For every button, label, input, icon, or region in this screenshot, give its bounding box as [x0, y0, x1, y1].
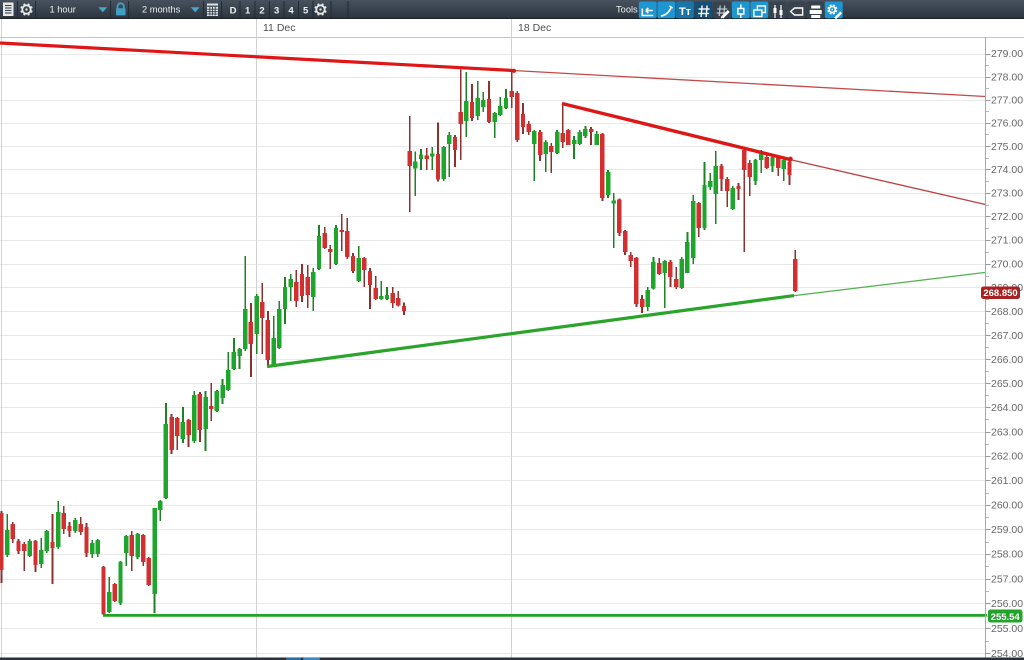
- svg-text:267.00: 267.00: [991, 330, 1023, 342]
- svg-text:278.00: 278.00: [991, 71, 1023, 83]
- svg-text:11 Dec: 11 Dec: [263, 22, 296, 34]
- svg-text:2: 2: [259, 6, 264, 17]
- svg-text:275.00: 275.00: [991, 141, 1023, 153]
- svg-text:Tools: Tools: [616, 5, 638, 15]
- svg-text:3: 3: [274, 6, 279, 17]
- svg-text:5: 5: [303, 6, 309, 17]
- svg-text:279.00: 279.00: [991, 48, 1023, 60]
- svg-text:255.54: 255.54: [991, 612, 1021, 623]
- svg-text:1 hour: 1 hour: [50, 5, 76, 15]
- svg-text:261.00: 261.00: [991, 475, 1023, 487]
- svg-text:271.00: 271.00: [991, 235, 1023, 247]
- svg-text:Tт: Tт: [679, 6, 692, 18]
- svg-text:274.00: 274.00: [991, 164, 1023, 176]
- svg-text:258.00: 258.00: [991, 549, 1023, 561]
- svg-text:18 Dec: 18 Dec: [518, 22, 551, 34]
- svg-text:268.00: 268.00: [991, 306, 1023, 318]
- svg-text:260.00: 260.00: [991, 500, 1023, 512]
- svg-text:254.00: 254.00: [991, 648, 1023, 660]
- svg-text:263.00: 263.00: [991, 426, 1023, 438]
- svg-text:2 months: 2 months: [142, 5, 181, 15]
- svg-text:265.00: 265.00: [991, 378, 1023, 390]
- svg-text:272.00: 272.00: [991, 211, 1023, 223]
- svg-text:277.00: 277.00: [991, 94, 1023, 106]
- svg-text:264.00: 264.00: [991, 402, 1023, 414]
- svg-text:273.00: 273.00: [991, 188, 1023, 200]
- svg-text:D: D: [230, 6, 237, 17]
- svg-text:255.00: 255.00: [991, 623, 1023, 635]
- svg-text:1: 1: [245, 6, 251, 17]
- svg-text:257.00: 257.00: [991, 573, 1023, 585]
- svg-text:270.00: 270.00: [991, 258, 1023, 270]
- svg-text:4: 4: [288, 6, 294, 17]
- svg-text:256.00: 256.00: [991, 598, 1023, 610]
- svg-text:262.00: 262.00: [991, 451, 1023, 463]
- svg-text:276.00: 276.00: [991, 118, 1023, 130]
- svg-text:266.00: 266.00: [991, 354, 1023, 366]
- svg-text:259.00: 259.00: [991, 524, 1023, 536]
- svg-text:268.850: 268.850: [983, 288, 1017, 299]
